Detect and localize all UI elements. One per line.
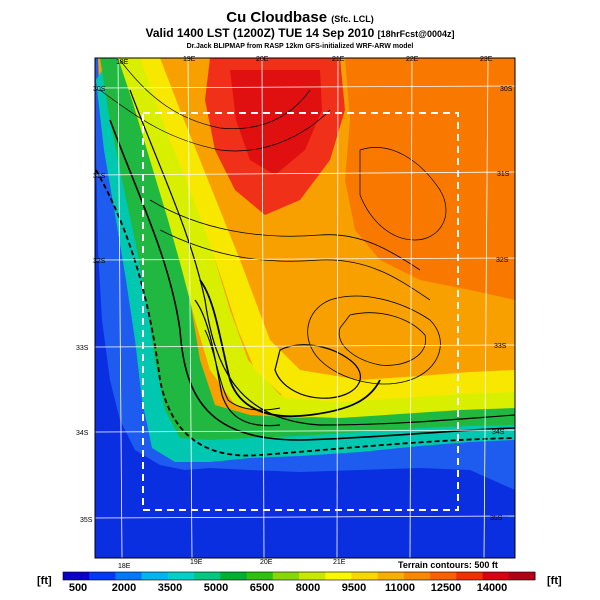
colorbar-swatch xyxy=(167,572,195,580)
lon-label: 23E xyxy=(480,56,493,63)
model-credit: Dr.Jack BLIPMAP from RASP 12km GFS-initi… xyxy=(186,43,414,50)
colorbar-swatch xyxy=(430,572,457,580)
title-suffix: (Sfc. LCL) xyxy=(331,14,374,24)
lat-labels-left: 30S 31S 32S 33S 34S 35S xyxy=(76,86,106,524)
lat-label: 30S xyxy=(500,86,513,93)
colorbar-swatch xyxy=(115,572,143,580)
lon-label: 20E xyxy=(256,56,269,63)
colorbar-tick-label: 11000 xyxy=(385,582,415,594)
forecast-tag: [18hrFcst@0004z] xyxy=(377,29,455,39)
terrain-contours xyxy=(95,59,515,457)
lat-label: 32S xyxy=(93,258,106,265)
terrain-contour-note: Terrain contours: 500 ft xyxy=(398,560,498,570)
colorbar-swatch xyxy=(63,572,90,580)
lon-labels-bottom: 18E 19E 20E 21E xyxy=(118,559,346,570)
lat-label: 33S xyxy=(76,345,89,352)
lon-label: 18E xyxy=(116,59,129,66)
colorbar-swatch xyxy=(325,572,352,580)
colorbar-swatch xyxy=(482,572,510,580)
lon-label: 22E xyxy=(406,56,419,63)
colorbar-swatch xyxy=(456,572,484,580)
colorbar-swatch xyxy=(299,572,326,580)
lon-label: 19E xyxy=(183,56,196,63)
colorbar-swatch xyxy=(272,572,300,580)
lon-label: 18E xyxy=(118,563,131,570)
colorbar-swatch xyxy=(403,572,431,580)
lat-label: 32S xyxy=(496,257,509,264)
colorbar-tick-labels: 500 2000 3500 5000 6500 8000 9500 11000 12500 140… xyxy=(0,582,600,596)
lat-label: 35S xyxy=(490,515,503,522)
lon-label: 21E xyxy=(333,559,346,566)
chart-title: Cu Cloudbase (Sfc. LCL) xyxy=(226,9,374,26)
colorbar-swatch xyxy=(246,572,274,580)
colorbar-swatch xyxy=(351,572,379,580)
lat-label: 35S xyxy=(80,517,93,524)
colorbar-unit-left: [ft] xyxy=(37,575,52,587)
lat-label: 31S xyxy=(497,171,510,178)
colorbar-tick-label: 2000 xyxy=(111,582,137,594)
colorbar-frame xyxy=(62,571,536,581)
colorbar-tick-label: 3500 xyxy=(157,582,183,594)
colorbar-tick-label: 14000 xyxy=(476,582,508,594)
lat-lon-grid xyxy=(95,58,515,558)
map-frame xyxy=(94,57,516,559)
lon-label: 19E xyxy=(190,559,203,566)
lat-labels-right: 30S 31S 32S 33S 34S 35S xyxy=(490,86,513,522)
valid-time-line: Valid 1400 LST (1200Z) TUE 14 Sep 2010 [… xyxy=(145,26,455,40)
lat-label: 33S xyxy=(494,343,507,350)
lat-label: 34S xyxy=(76,430,89,437)
lat-label: 30S xyxy=(93,86,106,93)
lat-label: 34S xyxy=(492,429,505,436)
colorbar-swatch xyxy=(220,572,248,580)
colorbar-tick-label: 500 xyxy=(68,582,88,594)
lat-label: 31S xyxy=(93,173,106,180)
cloudbase-field xyxy=(95,58,515,558)
colorbar-tick-label: 6500 xyxy=(249,582,275,594)
colorbar-tick-label: 5000 xyxy=(203,582,229,594)
colorbar-tick-label: 12500 xyxy=(430,582,462,594)
domain-boundary xyxy=(142,112,459,511)
lon-label: 20E xyxy=(260,559,273,566)
colorbar-swatch xyxy=(194,572,221,580)
colorbar-swatch xyxy=(377,572,405,580)
colorbar-tick-label: 8000 xyxy=(295,582,321,594)
colorbar-swatch xyxy=(508,572,536,580)
lon-label: 21E xyxy=(332,56,345,63)
colorbar-tick-label: 9500 xyxy=(341,582,367,594)
lon-labels-top: 18E 19E 20E 21E 22E 23E xyxy=(116,56,493,66)
colorbar-unit-right: [ft] xyxy=(547,575,562,587)
colorbar-swatch xyxy=(141,572,169,580)
colorbar-swatch xyxy=(89,572,116,580)
colorbar xyxy=(62,571,536,581)
